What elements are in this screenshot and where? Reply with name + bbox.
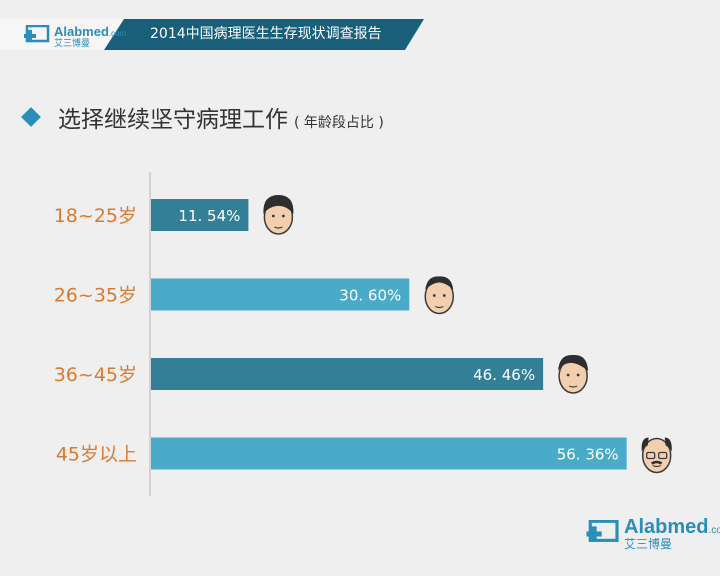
category-label: 36~45岁 xyxy=(54,364,137,386)
footer-logo-brand: Alabmed xyxy=(624,516,709,538)
value-label: 56. 36% xyxy=(557,446,619,464)
footer-logo-dotcom: .com xyxy=(708,525,720,536)
category-label: 26~35岁 xyxy=(54,285,137,307)
middle-aged-man-face-icon xyxy=(558,354,589,394)
logo-mark-icon xyxy=(24,25,50,43)
chart-title-row: 选择继续坚守病理工作 ( 年龄段占比 ) xyxy=(21,100,384,134)
footer-logo-sub: 艾三博曼 xyxy=(624,537,673,551)
man-face-icon xyxy=(424,276,455,315)
young-man-face-icon xyxy=(263,195,294,235)
category-label: 45岁以上 xyxy=(56,444,137,466)
chart-title: 选择继续坚守病理工作 xyxy=(58,107,288,133)
bar-3 xyxy=(151,358,544,390)
value-label: 11. 54% xyxy=(178,207,240,225)
footer-logo: Alabmed.com 艾三博曼 xyxy=(586,517,720,550)
bar-1 xyxy=(151,199,249,231)
bar-2 xyxy=(151,278,410,311)
value-label: 46. 46% xyxy=(473,366,535,384)
value-label: 30. 60% xyxy=(339,287,401,305)
header-logo-dotcom: .com xyxy=(108,29,127,38)
header-title: 2014中国病理医生生存现状调查报告 xyxy=(150,26,382,42)
header-logo-brand: Alabmed xyxy=(54,24,109,39)
old-man-glasses-face-icon xyxy=(641,437,672,474)
header-logo: Alabmed.com 艾三博曼 xyxy=(24,23,126,49)
logo-mark-icon xyxy=(586,519,619,542)
chart-subtitle: ( 年龄段占比 ) xyxy=(294,115,384,131)
bar-4 xyxy=(151,437,627,470)
category-label: 18~25岁 xyxy=(54,205,137,227)
header-logo-sub: 艾三博曼 xyxy=(54,39,91,49)
